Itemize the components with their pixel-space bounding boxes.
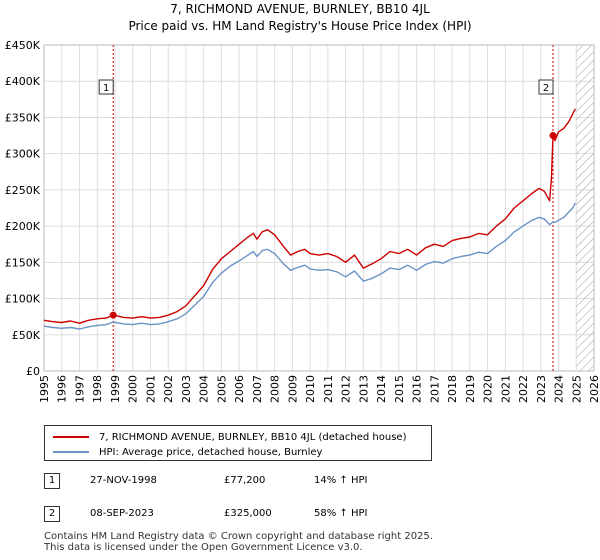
footer-attribution: Contains HM Land Registry data © Crown c… — [44, 531, 433, 553]
legend-hpi-swatch — [53, 451, 89, 453]
x-tick-label: 2016 — [411, 375, 424, 403]
legend-property-swatch — [53, 436, 89, 438]
x-tick-label: 2004 — [198, 375, 211, 403]
x-tick-label: 2024 — [553, 375, 566, 403]
x-tick-label: 1996 — [56, 375, 69, 403]
x-tick-label: 2026 — [588, 375, 600, 403]
legend-property-label: 7, RICHMOND AVENUE, BURNLEY, BB10 4JL (d… — [99, 431, 407, 443]
legend-property: 7, RICHMOND AVENUE, BURNLEY, BB10 4JL (d… — [53, 430, 407, 444]
y-tick-label: £200K — [5, 220, 41, 233]
chart-subtitle: Price paid vs. HM Land Registry's House … — [128, 19, 472, 33]
x-tick-label: 2010 — [304, 375, 317, 403]
x-tick-label: 1999 — [109, 375, 122, 403]
x-tick-label: 2012 — [340, 375, 353, 403]
x-tick-label: 2006 — [233, 375, 246, 403]
x-tick-label: 2011 — [322, 375, 335, 403]
x-tick-label: 2020 — [482, 375, 495, 403]
x-tick-label: 2014 — [375, 375, 388, 403]
sale-annotation-label: 2 — [543, 83, 549, 94]
y-tick-label: £150K — [5, 256, 41, 269]
transaction-hpi-diff: 14% ↑ HPI — [314, 475, 368, 486]
plot-area — [43, 44, 595, 372]
transaction-date: 08-SEP-2023 — [90, 508, 154, 519]
y-tick-label: £250K — [5, 184, 41, 197]
y-tick-label: £100K — [5, 293, 41, 306]
x-tick-label: 2005 — [215, 375, 228, 403]
x-tick-label: 2018 — [446, 375, 459, 403]
x-tick-label: 2007 — [251, 375, 264, 403]
x-tick-label: 1998 — [91, 375, 104, 403]
footer-copyright: Contains HM Land Registry data © Crown c… — [44, 531, 433, 542]
transaction-price: £325,000 — [224, 508, 272, 519]
transaction-date: 27-NOV-1998 — [90, 475, 157, 486]
x-tick-label: 2025 — [570, 375, 583, 403]
x-tick-label: 2008 — [269, 375, 282, 403]
y-tick-label: £400K — [5, 75, 41, 88]
chart-title-address: 7, RICHMOND AVENUE, BURNLEY, BB10 4JL — [170, 2, 430, 16]
transaction-number-badge: 2 — [44, 506, 60, 522]
x-tick-label: 2019 — [464, 375, 477, 403]
transaction-price: £77,200 — [224, 475, 266, 486]
price-chart: £0 £50K £100K £150K £200K £250K £300K £350K £400… — [5, 39, 600, 403]
property-price-line — [43, 108, 577, 324]
y-tick-label: £450K — [5, 39, 41, 52]
chart-legend: 7, RICHMOND AVENUE, BURNLEY, BB10 4JL (d… — [44, 425, 432, 461]
footer-licence: This data is licensed under the Open Gov… — [44, 542, 363, 553]
transaction-number-badge: 1 — [44, 473, 60, 489]
y-tick-label: £50K — [12, 329, 41, 342]
x-tick-label: 2002 — [162, 375, 175, 403]
legend-hpi-label: HPI: Average price, detached house, Burn… — [99, 446, 323, 458]
x-tick-label: 2000 — [127, 375, 140, 403]
hpi-line — [43, 202, 577, 330]
sale-annotation-box — [98, 79, 114, 95]
x-tick-label: 2013 — [357, 375, 370, 403]
y-tick-label: £350K — [5, 111, 41, 124]
y-tick-label: £0 — [26, 365, 40, 378]
x-tick-label: 2009 — [286, 375, 299, 403]
y-tick-label: £300K — [5, 148, 41, 161]
x-tick-label: 1997 — [73, 375, 86, 403]
forecast-hatch-region — [576, 45, 594, 371]
sale-annotation-label: 1 — [103, 83, 109, 94]
x-tick-label: 2021 — [499, 375, 512, 403]
x-tick-label: 2015 — [393, 375, 406, 403]
sale-point — [109, 311, 117, 319]
transaction-hpi-diff: 58% ↑ HPI — [314, 508, 368, 519]
x-tick-label: 2001 — [144, 375, 157, 403]
sale-point — [549, 132, 557, 140]
sale-annotation-box — [538, 79, 554, 95]
x-tick-label: 2023 — [535, 375, 548, 403]
x-tick-label: 1995 — [38, 375, 51, 403]
x-tick-label: 2003 — [180, 375, 193, 403]
x-tick-label: 2017 — [428, 375, 441, 403]
x-tick-label: 2022 — [517, 375, 530, 403]
legend-hpi: HPI: Average price, detached house, Burn… — [53, 445, 322, 459]
